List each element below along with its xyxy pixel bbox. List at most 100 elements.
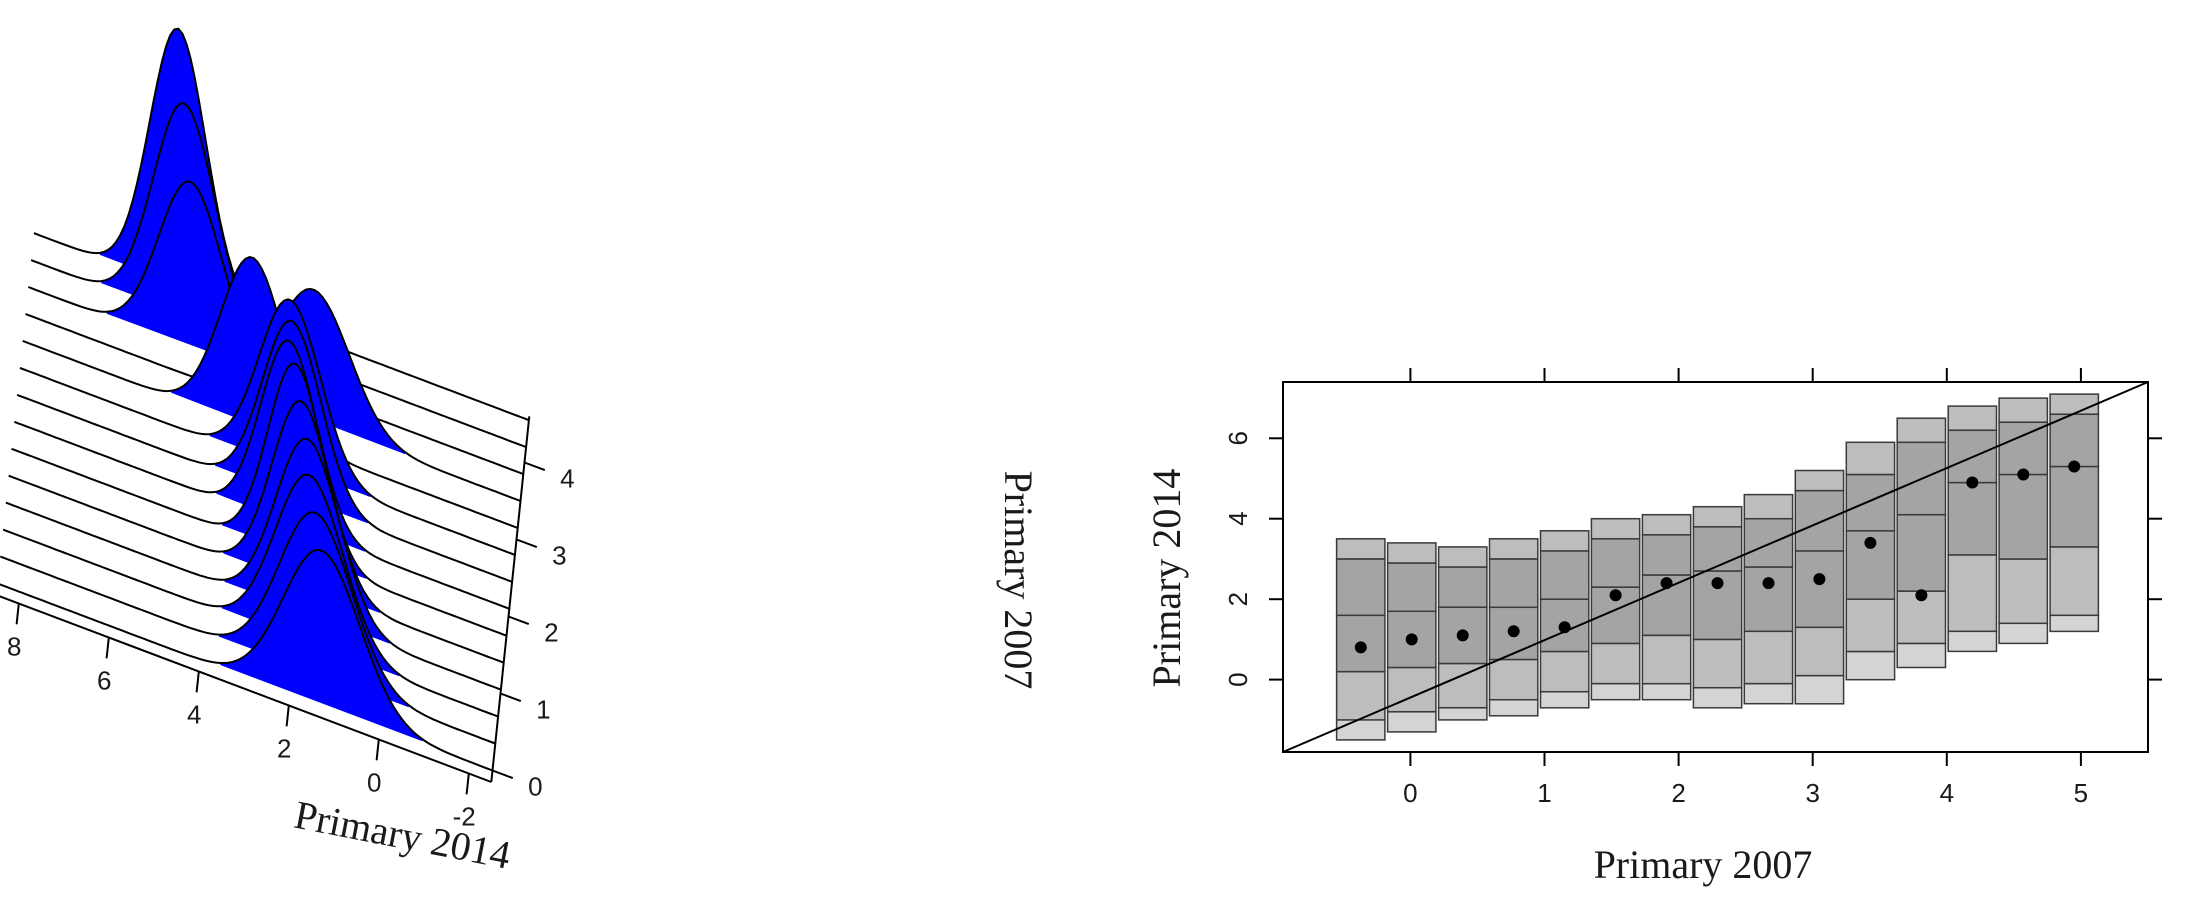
- boxplot-band: [1845, 598, 1896, 653]
- boxplot-band: [1539, 650, 1590, 693]
- ridgeline-y-tick-label: 3: [552, 541, 566, 571]
- boxplot-band: [1590, 682, 1641, 701]
- boxplot-band: [1794, 550, 1845, 629]
- boxplot-y-tick-label: 2: [1223, 592, 1253, 606]
- boxplot-band: [1947, 630, 1998, 653]
- boxplot-band: [1590, 538, 1641, 588]
- boxplot-chart: 0 1 2 3 4 5 0 2 4 6: [1223, 368, 2162, 808]
- boxplot-band: [1794, 626, 1845, 677]
- ridgeline-y-tick: [508, 615, 530, 626]
- boxplot-median-point: [1864, 536, 1877, 549]
- ridgeline-y-tick: [500, 692, 522, 703]
- boxplot-band: [1947, 554, 1998, 633]
- ridge-density-line: [16, 319, 513, 583]
- boxplot-band: [1488, 698, 1539, 717]
- boxplot-band: [1590, 642, 1641, 685]
- boxplot-x-tick-label: 0: [1403, 778, 1417, 808]
- boxplot-band: [1998, 473, 2049, 560]
- boxplot-band: [1845, 650, 1896, 681]
- ridgeline-y-tick: [492, 769, 514, 780]
- ridgeline-x-tick: [15, 603, 20, 625]
- boxplot-x-axis-title: Primary 2007: [1594, 842, 1813, 887]
- boxplot-median-point: [1609, 589, 1622, 602]
- boxplot-band: [1794, 674, 1845, 705]
- ridgeline-y-axis: [490, 416, 531, 783]
- ridgeline-x-tick: [285, 705, 290, 727]
- boxplot-median-point: [1405, 633, 1418, 646]
- boxplot-band: [1743, 682, 1794, 705]
- ridge-density-line: [19, 298, 516, 556]
- boxplot-median-point: [1762, 577, 1775, 590]
- boxplot-band: [1692, 526, 1743, 572]
- boxplot-median-point: [1915, 589, 1928, 602]
- boxplot-band: [1335, 670, 1386, 721]
- boxplot-band: [1743, 566, 1794, 633]
- boxplot-x-tick-label: 3: [1805, 778, 1819, 808]
- boxplot-band: [1488, 538, 1539, 560]
- boxplot-band: [2049, 413, 2100, 468]
- ridgeline-y-tick: [524, 461, 546, 472]
- boxplot-median-point: [1813, 573, 1826, 586]
- boxplot-band: [1437, 546, 1488, 568]
- boxplot-band: [2049, 546, 2100, 617]
- boxplot-band: [1386, 542, 1437, 564]
- ridgeline-y-tick-label: 2: [544, 618, 558, 648]
- boxplot-y-tick-label: 4: [1223, 511, 1253, 525]
- boxplot-band: [1692, 686, 1743, 709]
- ridge-fill: [220, 549, 423, 742]
- ridgeline-chart: 8 6 4 2 0 -2 0 1 2 3 4: [0, 27, 575, 831]
- boxplot-band: [1590, 517, 1641, 540]
- boxplot-band: [1794, 469, 1845, 492]
- ridgeline-x-tick-label: -2: [453, 801, 476, 831]
- boxplot-x-tick-label: 5: [2074, 778, 2088, 808]
- boxplot-band: [1386, 711, 1437, 733]
- boxplot-band: [1641, 634, 1692, 685]
- boxplot-x-tick-label: 4: [1940, 778, 1954, 808]
- ridgeline-x-tick-label: 0: [367, 767, 381, 797]
- ridge-density-line: [13, 339, 510, 610]
- ridgeline-x-tick-label: 6: [97, 665, 111, 695]
- boxplot-median-point: [2017, 468, 2030, 481]
- boxplot-band: [1641, 682, 1692, 701]
- boxplot-band: [1998, 558, 2049, 625]
- ridgeline-y-tick-label: 1: [536, 695, 550, 725]
- boxplot-x-tick-label: 1: [1537, 778, 1551, 808]
- boxplot-band: [1947, 481, 1998, 556]
- boxplot-band: [1641, 513, 1692, 536]
- boxplot-band: [1845, 473, 1896, 532]
- boxplot-band: [1998, 622, 2049, 645]
- boxplot-band: [1437, 662, 1488, 709]
- boxplot-band: [1335, 538, 1386, 560]
- ridge-density-line: [0, 511, 496, 745]
- boxplot-band: [2049, 614, 2100, 633]
- ridgeline-x-axis: [0, 595, 492, 783]
- boxplot-band: [1947, 405, 1998, 431]
- boxplot-band: [1743, 493, 1794, 520]
- boxplot-band: [1896, 513, 1947, 592]
- ridgeline-x-tick-label: 8: [7, 631, 21, 661]
- ridgeline-x-axis-title: Primary 2014: [291, 792, 514, 878]
- ridgeline-y-axis-title: Primary 2007: [996, 471, 1041, 690]
- boxplot-median-point: [1711, 577, 1724, 590]
- boxplot-band: [1386, 562, 1437, 613]
- boxplot-band: [1998, 421, 2049, 476]
- ridge-density-line: [11, 362, 507, 637]
- boxplot-band: [1794, 489, 1845, 552]
- ridge-density-line: [5, 437, 502, 691]
- boxplot-median-point: [1507, 625, 1520, 638]
- boxplot-y-axis-title: Primary 2014: [1144, 469, 1189, 688]
- boxplot-band: [1437, 566, 1488, 608]
- boxplot-band: [1539, 690, 1590, 709]
- ridgeline-x-tick: [195, 671, 200, 693]
- boxplot-y-tick-label: 0: [1223, 672, 1253, 686]
- boxplot-band: [1743, 517, 1794, 568]
- boxplot-band: [1743, 630, 1794, 685]
- boxplot-median-point: [1966, 476, 1979, 489]
- ridgeline-x-tick: [465, 773, 470, 795]
- boxplot-reference-line: [1282, 381, 2149, 753]
- boxplot-band: [2049, 393, 2100, 415]
- boxplot-band: [1488, 658, 1539, 701]
- ridgeline-x-tick-label: 2: [277, 733, 291, 763]
- boxplot-x-tick-label: 2: [1671, 778, 1685, 808]
